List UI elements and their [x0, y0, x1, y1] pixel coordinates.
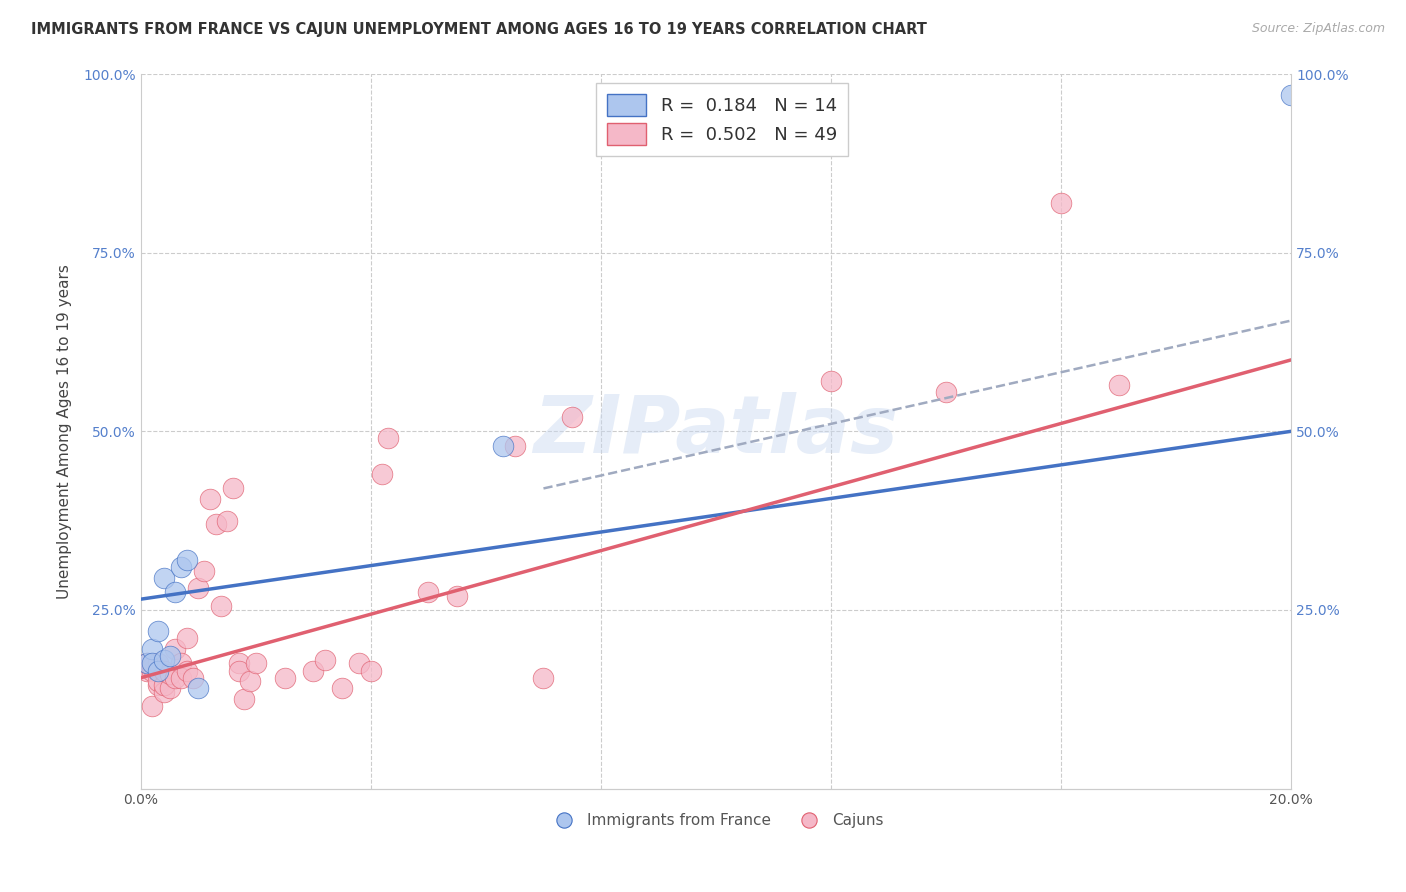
- Point: [533, 671, 555, 685]
- Point: [187, 582, 209, 596]
- Point: [170, 657, 193, 671]
- Point: [170, 560, 193, 574]
- Legend: Immigrants from France, Cajuns: Immigrants from France, Cajuns: [543, 807, 890, 835]
- Point: [187, 681, 209, 696]
- Point: [215, 514, 238, 528]
- Text: IMMIGRANTS FROM FRANCE VS CAJUN UNEMPLOYMENT AMONG AGES 16 TO 19 YEARS CORRELATI: IMMIGRANTS FROM FRANCE VS CAJUN UNEMPLOY…: [31, 22, 927, 37]
- Point: [233, 692, 256, 706]
- Point: [176, 664, 198, 678]
- Y-axis label: Unemployment Among Ages 16 to 19 years: Unemployment Among Ages 16 to 19 years: [58, 264, 72, 599]
- Point: [561, 409, 583, 424]
- Point: [935, 384, 957, 399]
- Point: [349, 657, 371, 671]
- Point: [135, 657, 157, 671]
- Text: Source: ZipAtlas.com: Source: ZipAtlas.com: [1251, 22, 1385, 36]
- Point: [170, 671, 193, 685]
- Point: [228, 664, 250, 678]
- Point: [204, 517, 226, 532]
- Point: [152, 653, 174, 667]
- Point: [146, 624, 169, 639]
- Point: [152, 685, 174, 699]
- Point: [418, 585, 440, 599]
- Point: [181, 671, 204, 685]
- Point: [159, 667, 181, 681]
- Point: [165, 585, 187, 599]
- Point: [141, 664, 163, 678]
- Point: [159, 649, 181, 664]
- Point: [176, 632, 198, 646]
- Point: [314, 653, 336, 667]
- Point: [176, 553, 198, 567]
- Point: [302, 664, 325, 678]
- Text: ZIPatlas: ZIPatlas: [533, 392, 898, 470]
- Point: [377, 432, 399, 446]
- Point: [141, 660, 163, 674]
- Point: [146, 674, 169, 689]
- Point: [146, 678, 169, 692]
- Point: [159, 681, 181, 696]
- Point: [239, 674, 262, 689]
- Point: [135, 664, 157, 678]
- Point: [135, 657, 157, 671]
- Point: [360, 664, 382, 678]
- Point: [330, 681, 353, 696]
- Point: [222, 482, 245, 496]
- Point: [152, 678, 174, 692]
- Point: [371, 467, 394, 482]
- Point: [141, 699, 163, 714]
- Point: [141, 642, 163, 657]
- Point: [165, 642, 187, 657]
- Point: [209, 599, 232, 614]
- Point: [273, 671, 295, 685]
- Point: [446, 589, 468, 603]
- Point: [1279, 88, 1302, 103]
- Point: [492, 439, 515, 453]
- Point: [193, 564, 215, 578]
- Point: [146, 657, 169, 671]
- Point: [165, 671, 187, 685]
- Point: [1108, 377, 1130, 392]
- Point: [245, 657, 267, 671]
- Point: [1050, 195, 1073, 210]
- Point: [198, 492, 221, 507]
- Point: [146, 664, 169, 678]
- Point: [152, 664, 174, 678]
- Point: [141, 657, 163, 671]
- Point: [503, 439, 526, 453]
- Point: [228, 657, 250, 671]
- Point: [820, 374, 842, 388]
- Point: [152, 571, 174, 585]
